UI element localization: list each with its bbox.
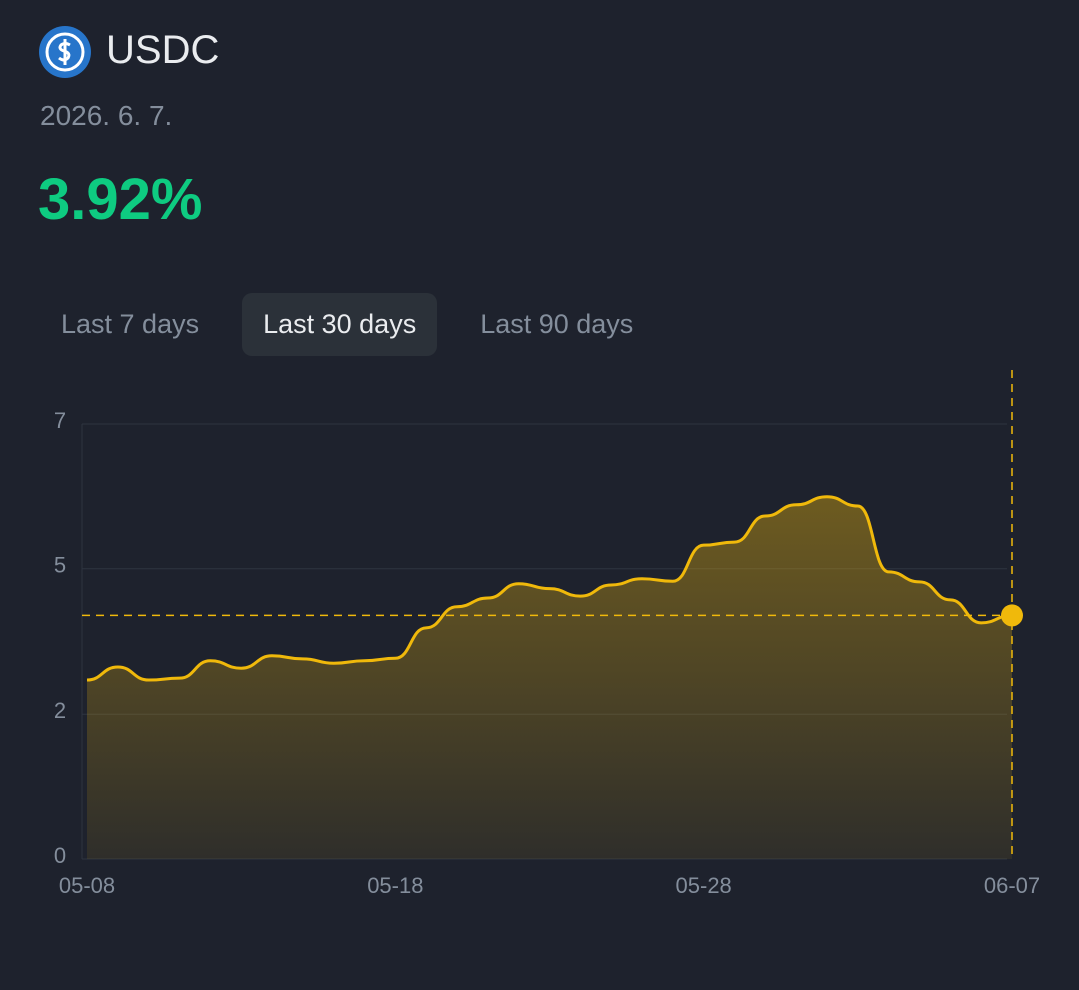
x-tick-label: 05-08 <box>59 873 115 898</box>
coin-title: USDC <box>106 28 220 72</box>
y-tick-label: 5 <box>54 553 66 578</box>
chart: 0 2 5 7 05-08 05-18 05-28 06-07 <box>54 370 1040 898</box>
date: 2026. 6. 7. <box>40 100 173 131</box>
x-tick-label: 05-18 <box>367 873 423 898</box>
usdc-icon <box>39 26 91 78</box>
range-tab[interactable]: Last 90 days <box>480 309 634 339</box>
x-tick-label: 06-07 <box>984 873 1040 898</box>
x-tick-label: 05-28 <box>676 873 732 898</box>
y-tick-label: 0 <box>54 843 66 868</box>
range-tab[interactable]: Last 7 days <box>61 309 200 339</box>
point <box>1001 604 1023 627</box>
area <box>87 496 1012 859</box>
y-tick-label: 7 <box>54 408 66 433</box>
tabs: Last 7 days Last 30 days Last 90 days <box>40 293 676 356</box>
rate: 3.92% <box>38 167 203 232</box>
y-tick-label: 2 <box>54 698 66 723</box>
range-tab[interactable]: Last 30 days <box>242 293 438 356</box>
line <box>86 495 1013 682</box>
